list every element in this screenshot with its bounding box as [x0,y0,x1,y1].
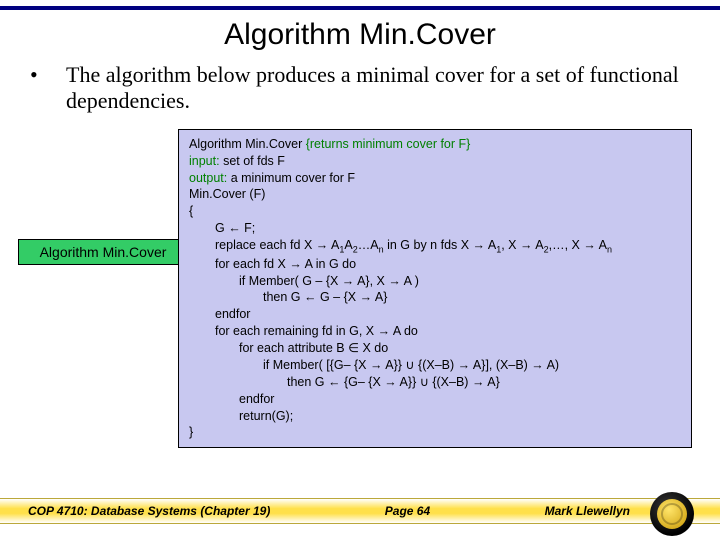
algo-line-12: for each remaining fd in G, X → A do [189,323,683,340]
algo-line1-b: {returns minimum cover for F} [306,137,471,151]
algorithm-box: Algorithm Min.Cover {returns minimum cov… [178,129,692,449]
footer-right: Mark Llewellyn [545,504,630,518]
ucf-logo-icon [650,492,694,536]
algo-l7-snb: n [607,245,612,255]
algo-line-5: { [189,203,683,220]
algo-l7-f: ,…, X → A [549,238,607,252]
algo-line-15: then G ← {G– {X → A}} ∪ {(X–B) → A} [189,374,683,391]
algo-line-9: if Member( G – {X → A}, X → A ) [189,273,683,290]
algo-line3-a: output: [189,171,227,185]
algo-line-16: endfor [189,391,683,408]
footer: COP 4710: Database Systems (Chapter 19) … [0,494,720,540]
algo-line2-a: input: [189,154,220,168]
algo-line-17: return(G); [189,408,683,425]
algo-line-7: replace each fd X → A1A2…An in G by n fd… [189,237,683,256]
top-rule [0,6,720,10]
algo-l7-c: …A [358,238,379,252]
algo-l7-a: replace each fd X → A [215,238,339,252]
algo-line-10: then G ← G – {X → A} [189,289,683,306]
algo-l7-e: , X → A [501,238,543,252]
algo-l7-d: in G by n fds X → A [384,238,497,252]
algo-line-14: if Member( [{G– {X → A}} ∪ {(X–B) → A}],… [189,357,683,374]
algo-line-11: endfor [189,306,683,323]
footer-bar: COP 4710: Database Systems (Chapter 19) … [0,498,720,524]
algo-line-18: } [189,424,683,441]
algo-l7-b: A [344,238,352,252]
footer-center: Page 64 [270,504,544,518]
algo-line1-a: Algorithm Min.Cover [189,137,306,151]
lead-row: • The algorithm below produces a minimal… [0,62,720,115]
algo-line-4: Min.Cover (F) [189,186,683,203]
algo-line-13: for each attribute B ∈ X do [189,340,683,357]
side-label-text: Algorithm Min.Cover [40,244,167,260]
algo-line3-b: a minimum cover for F [227,171,355,185]
page-title: Algorithm Min.Cover [0,18,720,52]
algo-line2-b: set of fds F [220,154,285,168]
bullet-char: • [30,62,66,88]
code-area: Algorithm Min.Cover Algorithm Min.Cover … [28,129,692,540]
algo-line-3: output: a minimum cover for F [189,170,683,187]
algo-line-2: input: set of fds F [189,153,683,170]
algo-line-8: for each fd X → A in G do [189,256,683,273]
footer-left: COP 4710: Database Systems (Chapter 19) [28,504,270,518]
algo-line-6: G ← F; [189,220,683,237]
side-label-box: Algorithm Min.Cover [18,239,188,265]
ucf-logo-inner [657,499,687,529]
algo-line-1: Algorithm Min.Cover {returns minimum cov… [189,136,683,153]
lead-text: The algorithm below produces a minimal c… [66,62,690,115]
